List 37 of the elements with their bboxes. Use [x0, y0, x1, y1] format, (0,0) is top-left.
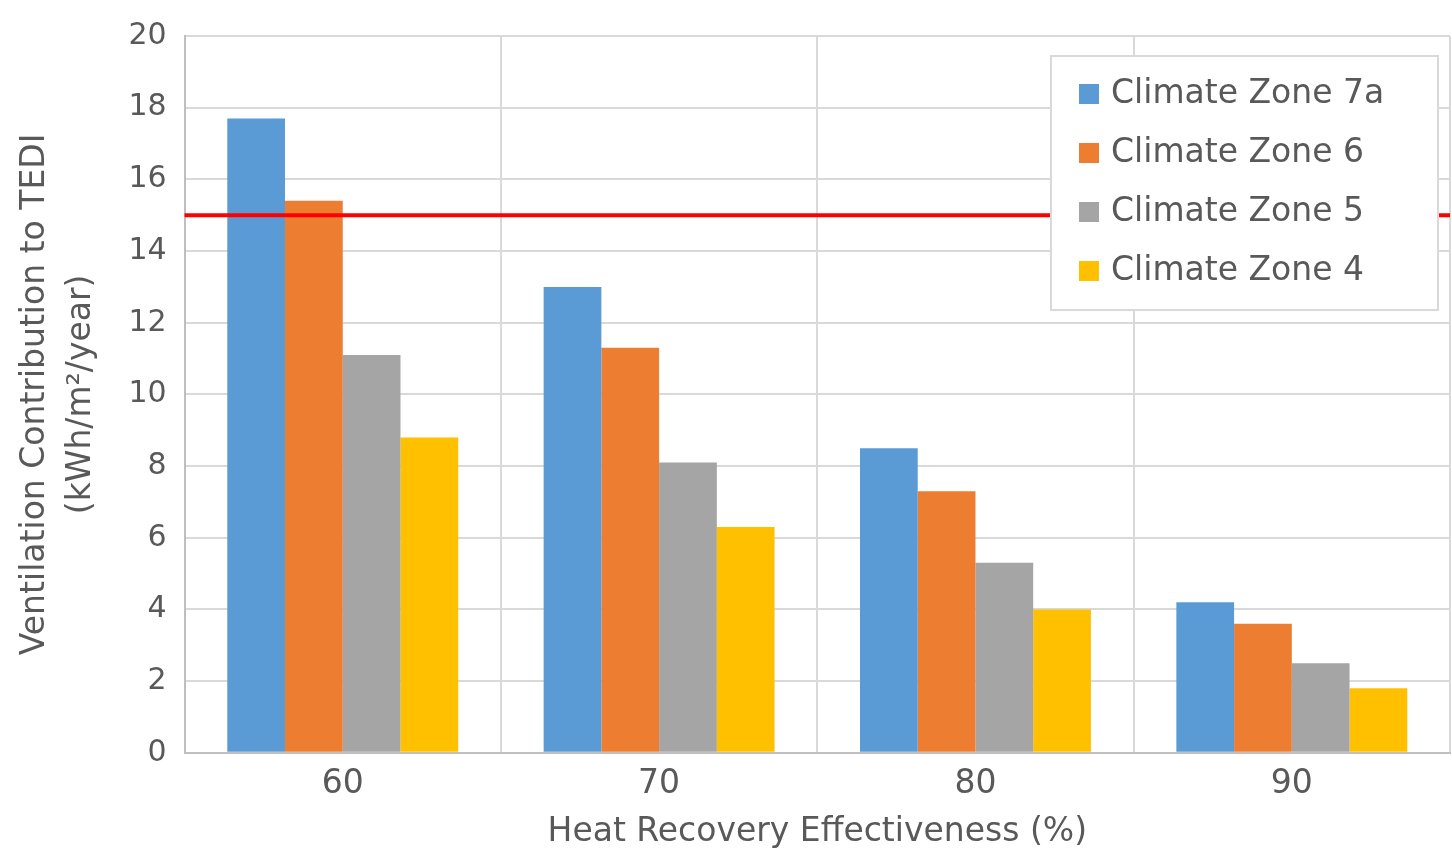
bar — [659, 462, 717, 752]
y-tick-label: 2 — [147, 660, 167, 696]
bar — [342, 354, 401, 752]
y-tick-label: 18 — [128, 87, 167, 123]
x-tick-label: 60 — [321, 762, 364, 802]
legend-label: Climate Zone 7a — [1111, 71, 1385, 111]
y-tick-label: 8 — [147, 445, 167, 481]
bar — [601, 347, 660, 752]
bar — [227, 118, 286, 752]
x-tick-label: 80 — [954, 762, 997, 802]
bar — [975, 562, 1034, 752]
y-tick-label: 10 — [128, 374, 167, 410]
legend-label: Climate Zone 6 — [1111, 130, 1364, 170]
x-tick-label: 90 — [1270, 762, 1313, 802]
bar — [860, 448, 918, 752]
y-tick-label: 4 — [147, 589, 167, 625]
y-tick-label: 6 — [147, 517, 167, 553]
bar — [543, 286, 602, 752]
y-tick-label: 12 — [128, 302, 167, 338]
y-tick-label: 16 — [128, 159, 167, 195]
x-axis-title: Heat Recovery Effectiveness (%) — [547, 809, 1088, 849]
bar — [1349, 688, 1408, 752]
y-tick-label: 14 — [128, 230, 167, 266]
bar — [400, 437, 459, 752]
bar — [285, 200, 343, 752]
y-axis-title: Ventilation Contribution to TEDI (kWh/m²/year) — [12, 133, 98, 656]
bar — [917, 491, 976, 752]
x-tick-label: 70 — [638, 762, 681, 802]
bar — [1234, 623, 1292, 752]
y-tick-label: 20 — [128, 15, 167, 51]
bar — [1291, 663, 1350, 752]
legend-label: Climate Zone 4 — [1111, 248, 1364, 288]
bar — [1176, 602, 1235, 752]
y-tick-label: 0 — [147, 732, 167, 768]
bar — [1033, 609, 1091, 752]
legend-label: Climate Zone 5 — [1111, 189, 1364, 229]
bar — [716, 527, 775, 752]
